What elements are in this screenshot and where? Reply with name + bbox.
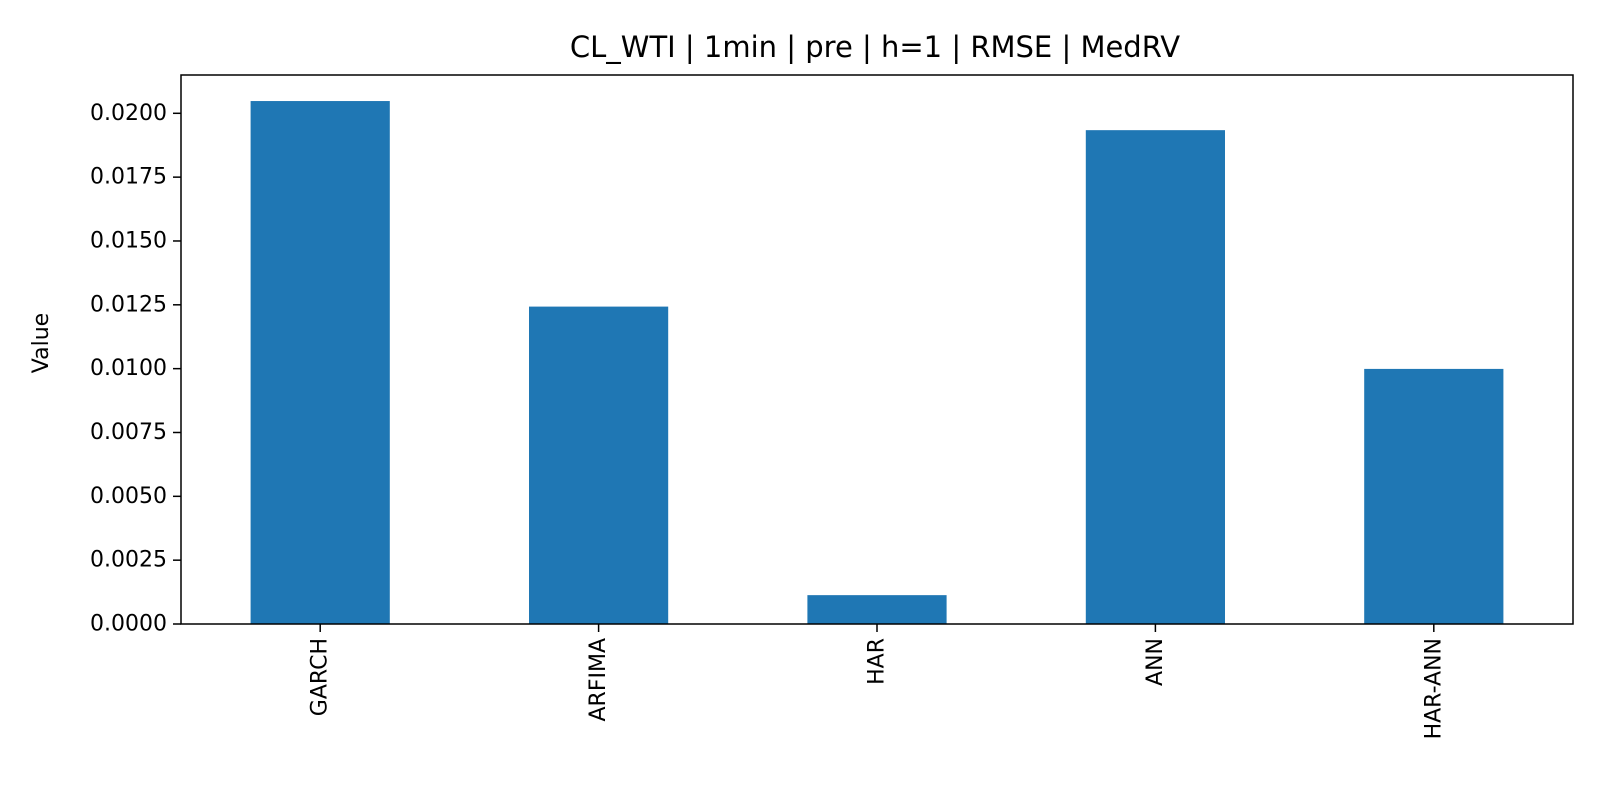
bar-har xyxy=(807,595,947,624)
bars xyxy=(250,101,1504,625)
x-axis-ticks: GARCH ARFIMA HAR ANN HAR-ANN xyxy=(308,624,1446,739)
y-tick-label: 0.0075 xyxy=(90,420,167,445)
y-tick-label: 0.0100 xyxy=(90,356,167,381)
x-tick-label-arfima: ARFIMA xyxy=(586,638,611,722)
bar-ann xyxy=(1085,130,1225,625)
y-axis-ticks: 0.0000 0.0025 0.0050 0.0075 0.0100 0.0125 0.01… xyxy=(90,101,181,637)
y-tick-label: 0.0150 xyxy=(90,228,167,253)
y-tick-label: 0.0175 xyxy=(90,165,167,190)
y-axis-label: Value xyxy=(29,313,54,373)
x-tick-label-har: HAR xyxy=(865,638,890,685)
y-tick-label: 0.0125 xyxy=(90,292,167,317)
y-tick-label: 0.0200 xyxy=(90,101,167,126)
y-tick-label: 0.0000 xyxy=(90,612,167,637)
y-tick-label: 0.0025 xyxy=(90,548,167,573)
plot-frame xyxy=(180,74,1574,625)
bar-har-ann xyxy=(1364,368,1504,624)
bar-garch xyxy=(250,101,390,624)
chart-title: CL_WTI | 1min | pre | h=1 | RMSE | MedRV xyxy=(570,30,1180,64)
x-tick-label-har-ann: HAR-ANN xyxy=(1421,638,1446,739)
x-tick-label-ann: ANN xyxy=(1143,638,1168,686)
bar-arfima xyxy=(529,306,669,624)
x-tick-label-garch: GARCH xyxy=(308,638,333,716)
y-tick-label: 0.0050 xyxy=(90,484,167,509)
